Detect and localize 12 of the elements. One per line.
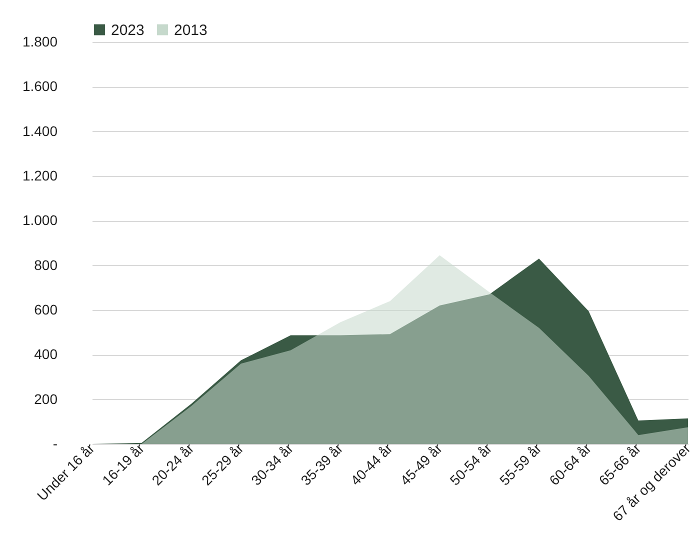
y-tick-label: 1.000 [22, 212, 58, 228]
y-tick-label: - [52, 436, 58, 452]
y-tick-label: 400 [34, 346, 58, 362]
y-tick-label: 1.800 [22, 34, 58, 50]
y-tick-label: 1.200 [22, 168, 58, 184]
legend-label: 2023 [111, 22, 144, 39]
y-tick-label: 200 [34, 390, 58, 407]
y-tick-label: 1.600 [22, 78, 58, 94]
y-tick-label: 600 [34, 302, 58, 318]
legend-label: 2013 [174, 22, 208, 39]
y-tick-label: 800 [34, 256, 58, 273]
y-tick-label: 1.400 [22, 122, 58, 139]
